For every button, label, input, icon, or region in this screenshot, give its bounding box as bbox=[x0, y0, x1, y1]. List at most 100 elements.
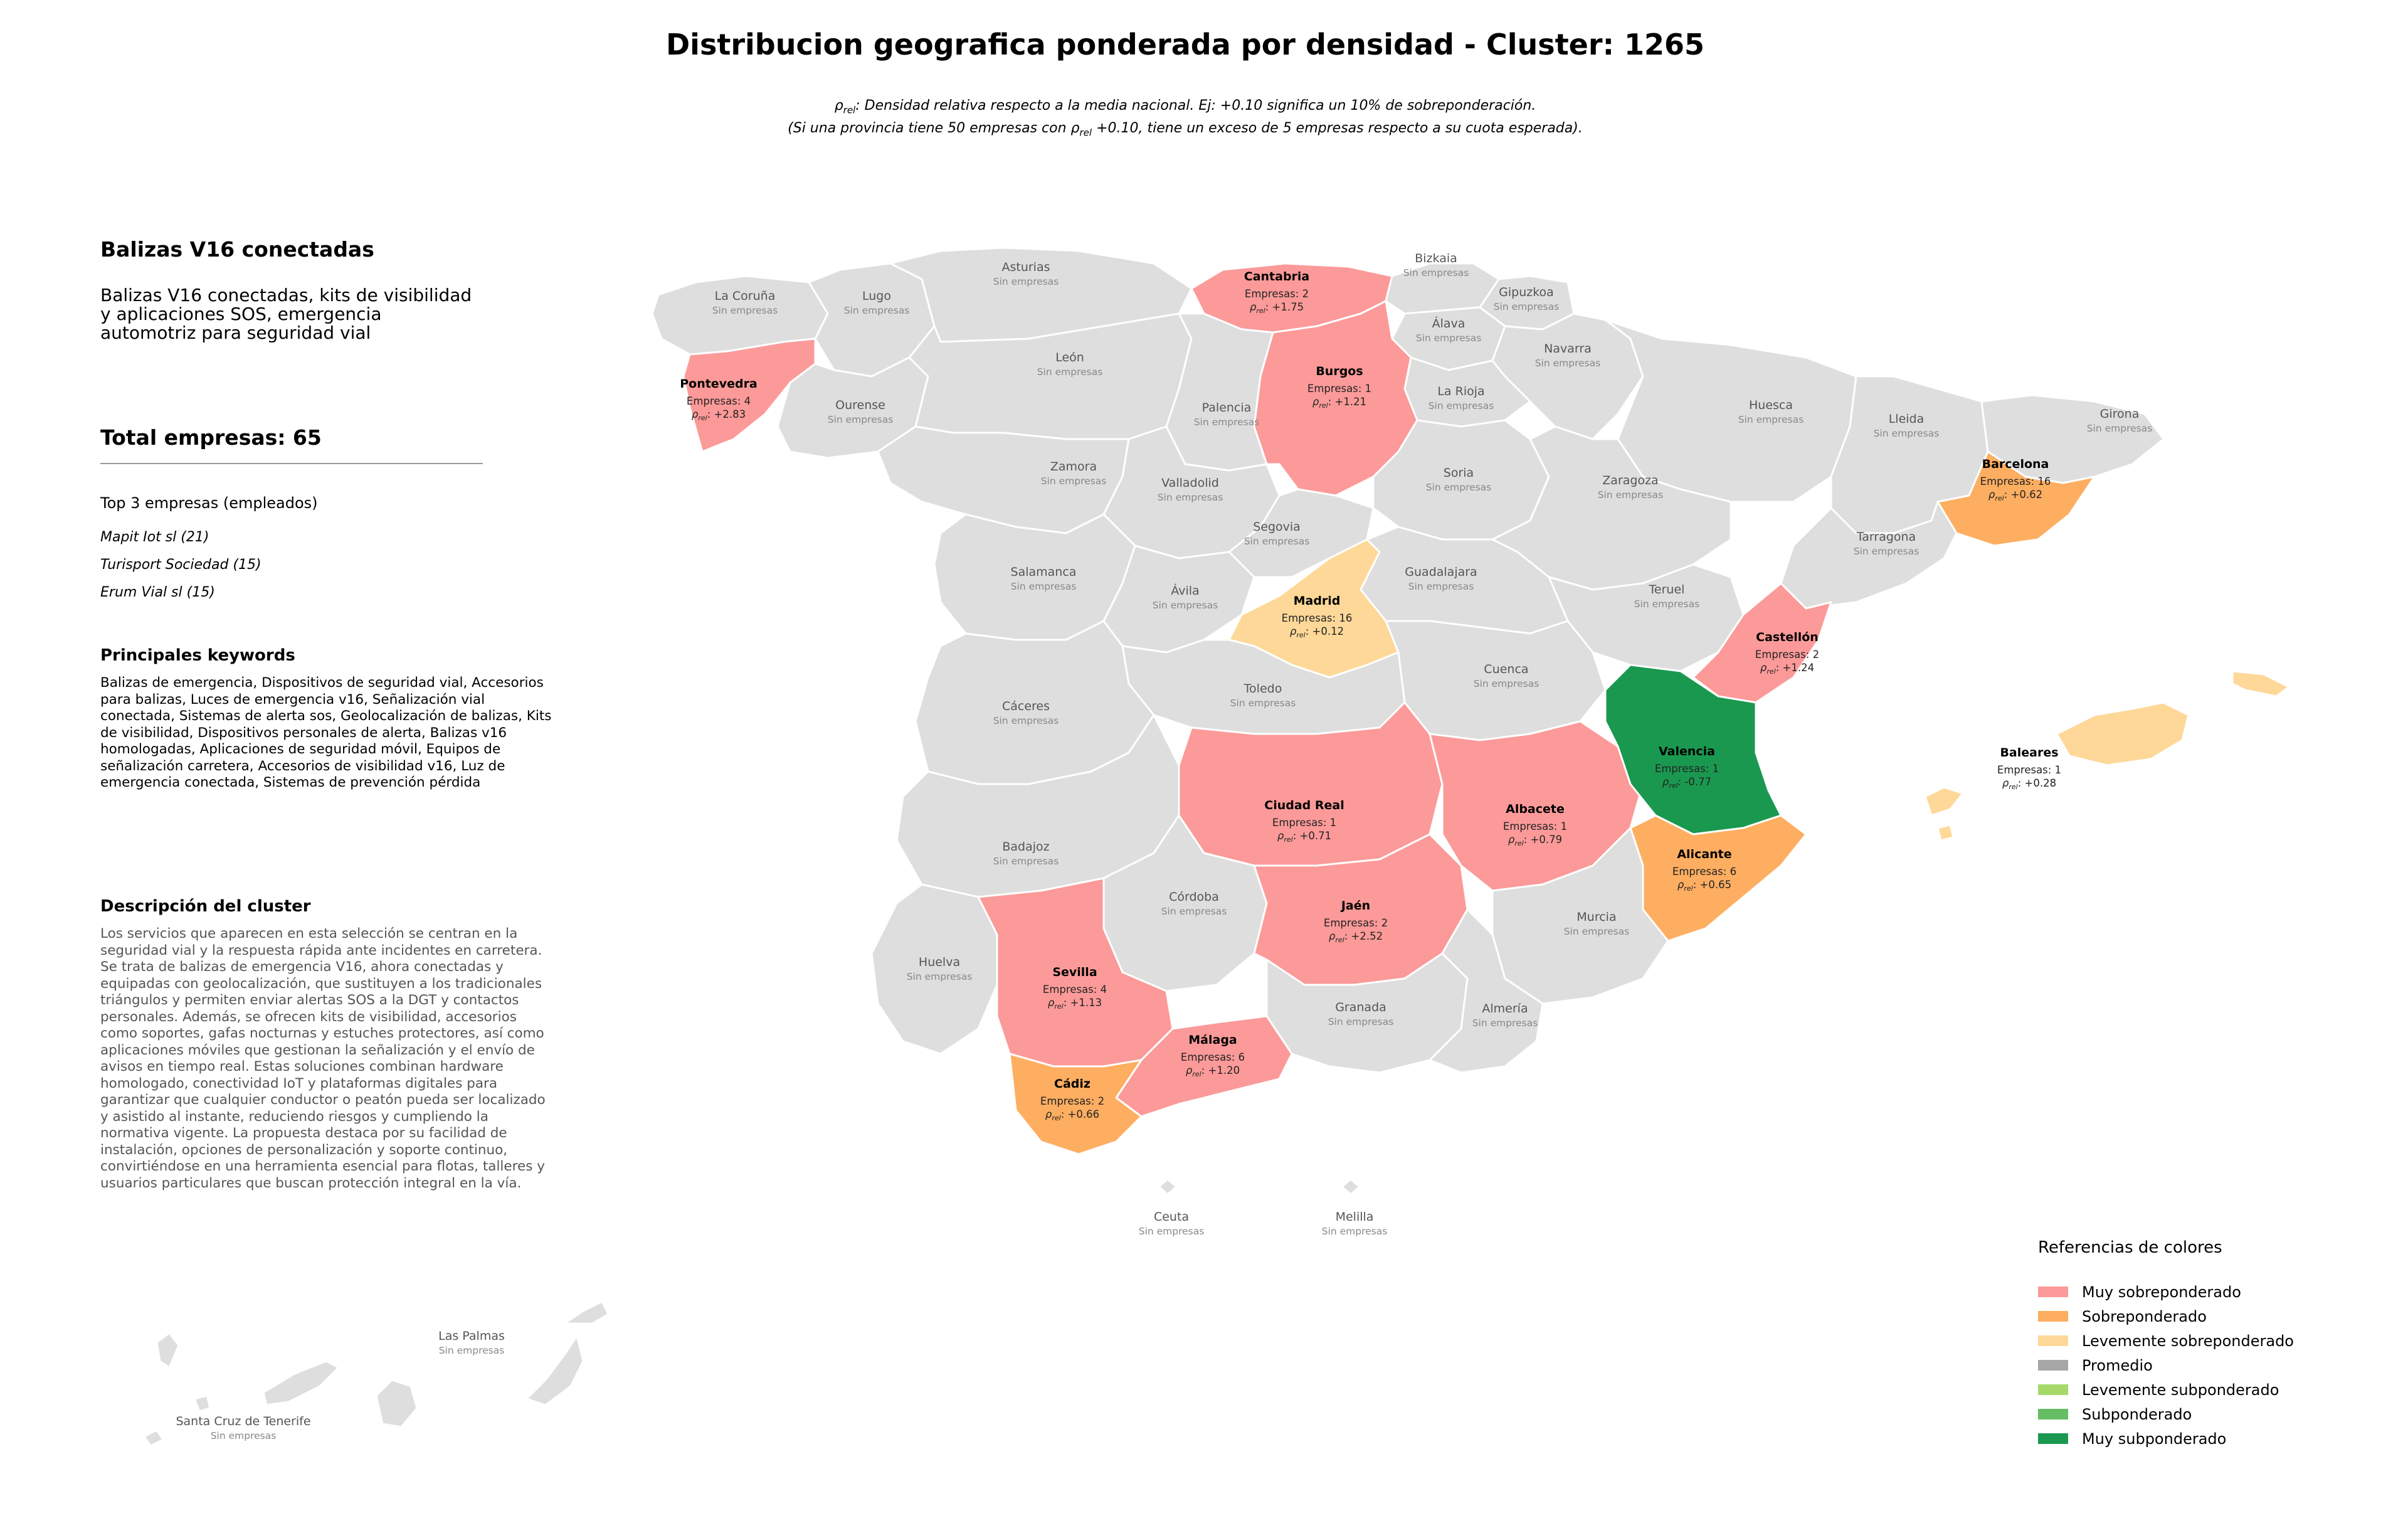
map-title: Distribucion geografica ponderada por de… bbox=[666, 28, 1704, 61]
top3-list: Mapit Iot sl (21) Turisport Sociedad (15… bbox=[100, 529, 261, 612]
province-name-label: Huelva bbox=[919, 955, 960, 969]
province-shapes bbox=[143, 247, 2290, 1447]
rho-value: : +1.13 bbox=[1064, 997, 1102, 1009]
cluster-summary: Balizas V16 conectadas, kits de visibili… bbox=[100, 285, 472, 343]
rho-symbol: ρ bbox=[2002, 777, 2009, 789]
province-ceuta[interactable] bbox=[1158, 1178, 1178, 1196]
province-name-label: Navarra bbox=[1544, 342, 1592, 356]
rho-symbol: ρ bbox=[1186, 1064, 1193, 1076]
legend-item: Muy subponderado bbox=[2038, 1426, 2294, 1451]
province-name-label: Bizkaia bbox=[1415, 252, 1457, 265]
province-huesca[interactable] bbox=[1604, 319, 1857, 503]
legend-label: Subponderado bbox=[2082, 1405, 2192, 1423]
province-empty-label: Sin empresas bbox=[993, 276, 1059, 287]
province-empty-label: Sin empresas bbox=[828, 414, 894, 425]
province-companies-label: Empresas: 4 bbox=[687, 395, 751, 407]
rho-symbol: ρ bbox=[1070, 120, 1080, 137]
rho-value: : +0.12 bbox=[1306, 625, 1344, 637]
rho-symbol: ρ bbox=[1045, 1108, 1052, 1120]
province-companies-label: Empresas: 1 bbox=[1307, 383, 1371, 395]
province-name-label: Valladolid bbox=[1161, 476, 1219, 490]
subtitle-line-2-start: (Si una provincia tiene 50 empresas con bbox=[788, 120, 1071, 137]
province-name-label: Barcelona bbox=[1982, 457, 2049, 471]
province-toledo[interactable] bbox=[1121, 639, 1406, 735]
province-name-label: Cáceres bbox=[1002, 699, 1050, 713]
province-name-label: Teruel bbox=[1649, 583, 1685, 597]
province-name-label: Córdoba bbox=[1169, 890, 1219, 904]
province-companies-label: Empresas: 2 bbox=[1040, 1095, 1104, 1107]
rho-value: : +1.21 bbox=[1328, 396, 1366, 408]
rho-subscript: rel bbox=[1052, 1114, 1060, 1122]
top3-item: Mapit Iot sl (21) bbox=[100, 529, 209, 545]
province-name-label: Ávila bbox=[1171, 583, 1199, 598]
province-rho-label: ρrel: +2.83 bbox=[692, 408, 746, 422]
province-empty-label: Sin empresas bbox=[1153, 600, 1218, 611]
province-empty-label: Sin empresas bbox=[1408, 581, 1474, 592]
province-empty-label: Sin empresas bbox=[1230, 698, 1296, 709]
province-name-label: Ciudad Real bbox=[1264, 798, 1344, 812]
province-las-palmas[interactable] bbox=[375, 1300, 610, 1428]
legend-item: Levemente sobreponderado bbox=[2038, 1329, 2294, 1353]
rho-symbol: ρ bbox=[1277, 830, 1284, 842]
rho-value: : +1.75 bbox=[1265, 301, 1304, 313]
legend-item: Sobreponderado bbox=[2038, 1304, 2294, 1329]
rho-value: : +1.24 bbox=[1776, 662, 1814, 674]
province-name-label: Jaén bbox=[1340, 899, 1370, 913]
province-empty-label: Sin empresas bbox=[993, 856, 1059, 867]
province-empty-label: Sin empresas bbox=[1472, 1017, 1538, 1029]
province-huelva[interactable] bbox=[870, 883, 998, 1055]
province-name-label: Castellón bbox=[1756, 630, 1819, 644]
legend-swatch bbox=[2038, 1433, 2068, 1444]
province-empty-label: Sin empresas bbox=[1535, 358, 1601, 369]
rho-subscript: rel bbox=[1192, 1070, 1201, 1078]
province-pontevedra[interactable] bbox=[682, 337, 816, 453]
legend-item: Subponderado bbox=[2038, 1402, 2294, 1426]
province-name-label: León bbox=[1055, 351, 1084, 364]
province-companies-label: Empresas: 16 bbox=[1282, 612, 1353, 624]
legend-title: Referencias de colores bbox=[2038, 1238, 2222, 1257]
province-empty-label: Sin empresas bbox=[1426, 482, 1492, 493]
province-barcelona[interactable] bbox=[1936, 450, 2096, 547]
top3-item: Erum Vial sl (15) bbox=[100, 585, 215, 600]
province-companies-label: Empresas: 1 bbox=[1655, 763, 1719, 775]
province-empty-label: Sin empresas bbox=[1041, 475, 1107, 487]
province-companies-label: Empresas: 1 bbox=[1272, 817, 1336, 829]
province-almeria[interactable] bbox=[1428, 908, 1544, 1074]
province-rho-label: ρrel: +0.12 bbox=[1290, 625, 1344, 639]
province-companies-label: Empresas: 2 bbox=[1755, 649, 1819, 661]
top3-heading: Top 3 empresas (empleados) bbox=[100, 494, 318, 512]
province-melilla[interactable] bbox=[1341, 1178, 1361, 1196]
rho-value: : +0.66 bbox=[1061, 1108, 1099, 1120]
province-name-label: Santa Cruz de Tenerife bbox=[176, 1414, 310, 1428]
legend-label: Levemente sobreponderado bbox=[2082, 1332, 2294, 1350]
province-rho-label: ρrel: +0.28 bbox=[2002, 777, 2056, 791]
province-companies-label: Empresas: 2 bbox=[1324, 917, 1388, 929]
rho-symbol: ρ bbox=[1312, 396, 1319, 408]
rho-value: : +0.65 bbox=[1693, 879, 1731, 891]
province-baleares[interactable] bbox=[1924, 670, 2290, 842]
province-rho-label: ρrel: -0.77 bbox=[1662, 776, 1711, 790]
province-companies-label: Empresas: 16 bbox=[1980, 475, 2051, 487]
rho-subscript: rel bbox=[698, 414, 707, 422]
province-rho-label: ρrel: +1.20 bbox=[1186, 1064, 1240, 1078]
province-empty-label: Sin empresas bbox=[1244, 536, 1310, 547]
province-rho-label: ρrel: +0.79 bbox=[1508, 834, 1562, 847]
province-empty-label: Sin empresas bbox=[1874, 428, 1940, 439]
province-name-label: La Coruña bbox=[715, 289, 776, 303]
province-name-label: Badajoz bbox=[1002, 840, 1049, 854]
province-labels: La Coruña Sin empresas Lugo Sin empresas Ast… bbox=[176, 252, 2152, 1441]
province-name-label: Soria bbox=[1444, 466, 1474, 480]
province-name-label: Granada bbox=[1335, 1000, 1386, 1014]
province-empty-label: Sin empresas bbox=[439, 1345, 505, 1356]
rho-value: : +1.20 bbox=[1201, 1064, 1240, 1076]
province-santa-cruz-de-tenerife[interactable] bbox=[143, 1332, 340, 1447]
province-segovia[interactable] bbox=[1228, 488, 1375, 578]
province-cadiz[interactable] bbox=[1008, 1053, 1143, 1155]
province-navarra[interactable] bbox=[1491, 312, 1644, 440]
province-name-label: Cádiz bbox=[1054, 1077, 1090, 1091]
legend-item: Promedio bbox=[2038, 1353, 2294, 1377]
top3-item: Turisport Sociedad (15) bbox=[100, 557, 261, 573]
province-alicante[interactable] bbox=[1629, 814, 1807, 942]
rho-value: : +0.28 bbox=[2018, 777, 2056, 789]
province-rho-label: ρrel: +1.13 bbox=[1048, 997, 1102, 1011]
